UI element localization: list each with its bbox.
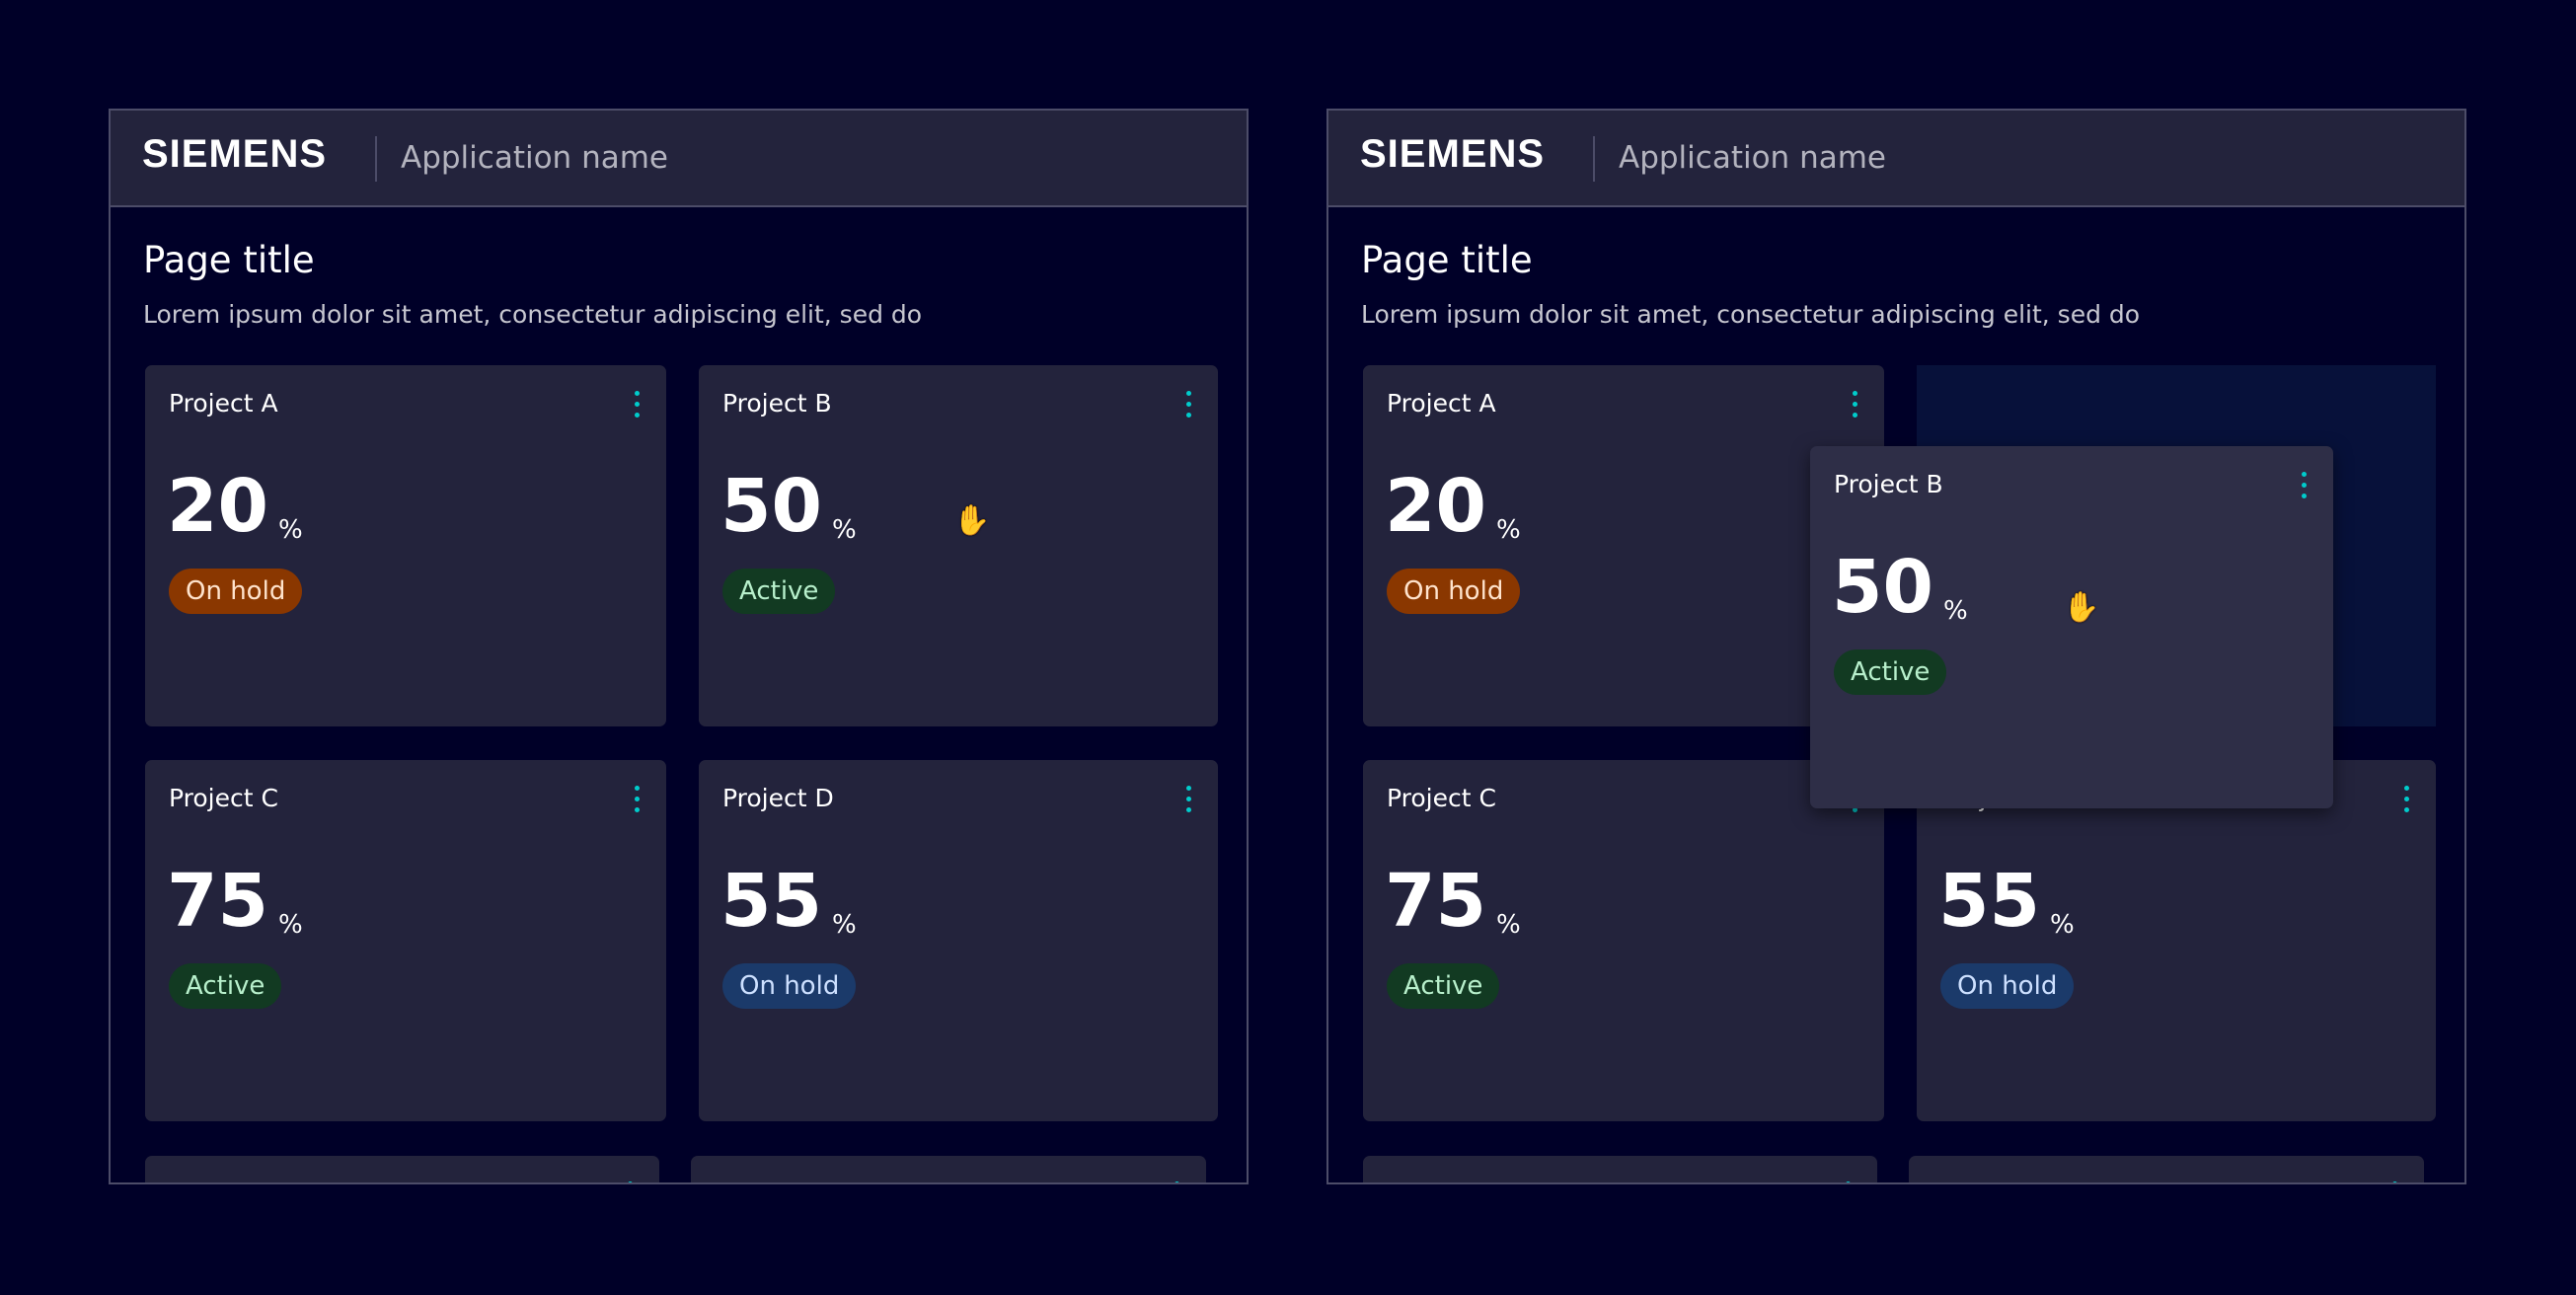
project-card[interactable] (145, 1156, 659, 1182)
project-card[interactable] (1363, 1156, 1877, 1182)
progress-value: 20 (1385, 464, 1486, 549)
progress-value: 55 (1938, 859, 2040, 944)
app-name: Application name (1619, 140, 1886, 176)
page-subtitle: Lorem ipsum dolor sit amet, consectetur … (1361, 300, 2141, 329)
progress-unit: % (1496, 910, 1521, 940)
status-badge: Active (169, 963, 282, 1009)
progress-unit: % (278, 910, 303, 940)
app-window-dragging: SIEMENS Application name Page title Lore… (1326, 109, 2466, 1184)
app-header: SIEMENS Application name (111, 111, 1247, 207)
kebab-menu-icon[interactable] (1186, 391, 1192, 420)
status-badge: Active (1387, 963, 1500, 1009)
dragged-project-card[interactable]: Project B 50% Active (1810, 446, 2333, 808)
grab-hand-icon: ✋ (953, 503, 991, 538)
card-title: Project B (1834, 470, 1943, 498)
app-window-default: SIEMENS Application name Page title Lore… (109, 109, 1249, 1184)
kebab-menu-icon[interactable] (1846, 1181, 1852, 1182)
kebab-menu-icon[interactable] (1174, 1181, 1180, 1182)
card-title: Project A (169, 389, 278, 418)
progress-unit: % (1496, 515, 1521, 545)
status-badge: On hold (722, 963, 857, 1009)
card-title: Project D (722, 784, 834, 812)
kebab-menu-icon[interactable] (635, 391, 641, 420)
progress-value: 50 (1832, 545, 1933, 630)
status-badge: On hold (1387, 569, 1521, 614)
header-divider (1593, 136, 1595, 182)
grab-hand-icon: ✋ (2063, 590, 2100, 625)
progress-unit: % (2050, 910, 2075, 940)
header-divider (375, 136, 377, 182)
status-badge: On hold (169, 569, 303, 614)
status-badge: Active (1834, 649, 1947, 695)
app-header: SIEMENS Application name (1328, 111, 2464, 207)
kebab-menu-icon[interactable] (2302, 472, 2308, 501)
progress-unit: % (832, 910, 857, 940)
progress-value: 55 (720, 859, 822, 944)
page-title: Page title (1361, 239, 1533, 281)
page-title: Page title (143, 239, 315, 281)
kebab-menu-icon[interactable] (1853, 391, 1858, 420)
kebab-menu-icon[interactable] (1186, 786, 1192, 815)
status-badge: On hold (1940, 963, 2075, 1009)
page-subtitle: Lorem ipsum dolor sit amet, consectetur … (143, 300, 923, 329)
viewport: SIEMENS Application name Page title Lore… (1328, 111, 2464, 1182)
siemens-logo: SIEMENS (1360, 132, 1546, 176)
project-card[interactable] (691, 1156, 1206, 1182)
progress-unit: % (1943, 596, 1968, 626)
status-badge: Active (722, 569, 836, 614)
progress-value: 20 (167, 464, 268, 549)
project-card[interactable]: Project C 75% Active (145, 760, 666, 1121)
app-name: Application name (401, 140, 668, 176)
kebab-menu-icon[interactable] (628, 1181, 634, 1182)
progress-value: 75 (167, 859, 268, 944)
viewport: SIEMENS Application name Page title Lore… (111, 111, 1247, 1182)
project-card[interactable]: Project D 55% On hold (699, 760, 1218, 1121)
project-card[interactable]: Project D55%On hold (1917, 760, 2436, 1121)
progress-unit: % (278, 515, 303, 545)
project-card[interactable]: Project C 75% Active (1363, 760, 1884, 1121)
card-title: Project B (722, 389, 832, 418)
siemens-logo: SIEMENS (142, 132, 328, 176)
project-card[interactable]: Project A 20% On hold (1363, 365, 1884, 726)
progress-value: 50 (720, 464, 822, 549)
kebab-menu-icon[interactable] (635, 786, 641, 815)
card-title: Project C (1387, 784, 1496, 812)
project-card[interactable]: Project B 50% Active (699, 365, 1218, 726)
kebab-menu-icon[interactable] (2404, 786, 2410, 815)
progress-unit: % (832, 515, 857, 545)
project-card[interactable] (1909, 1156, 2424, 1182)
card-title: Project A (1387, 389, 1496, 418)
project-card[interactable]: Project A 20% On hold (145, 365, 666, 726)
progress-value: 75 (1385, 859, 1486, 944)
kebab-menu-icon[interactable] (2392, 1181, 2398, 1182)
card-title: Project C (169, 784, 278, 812)
